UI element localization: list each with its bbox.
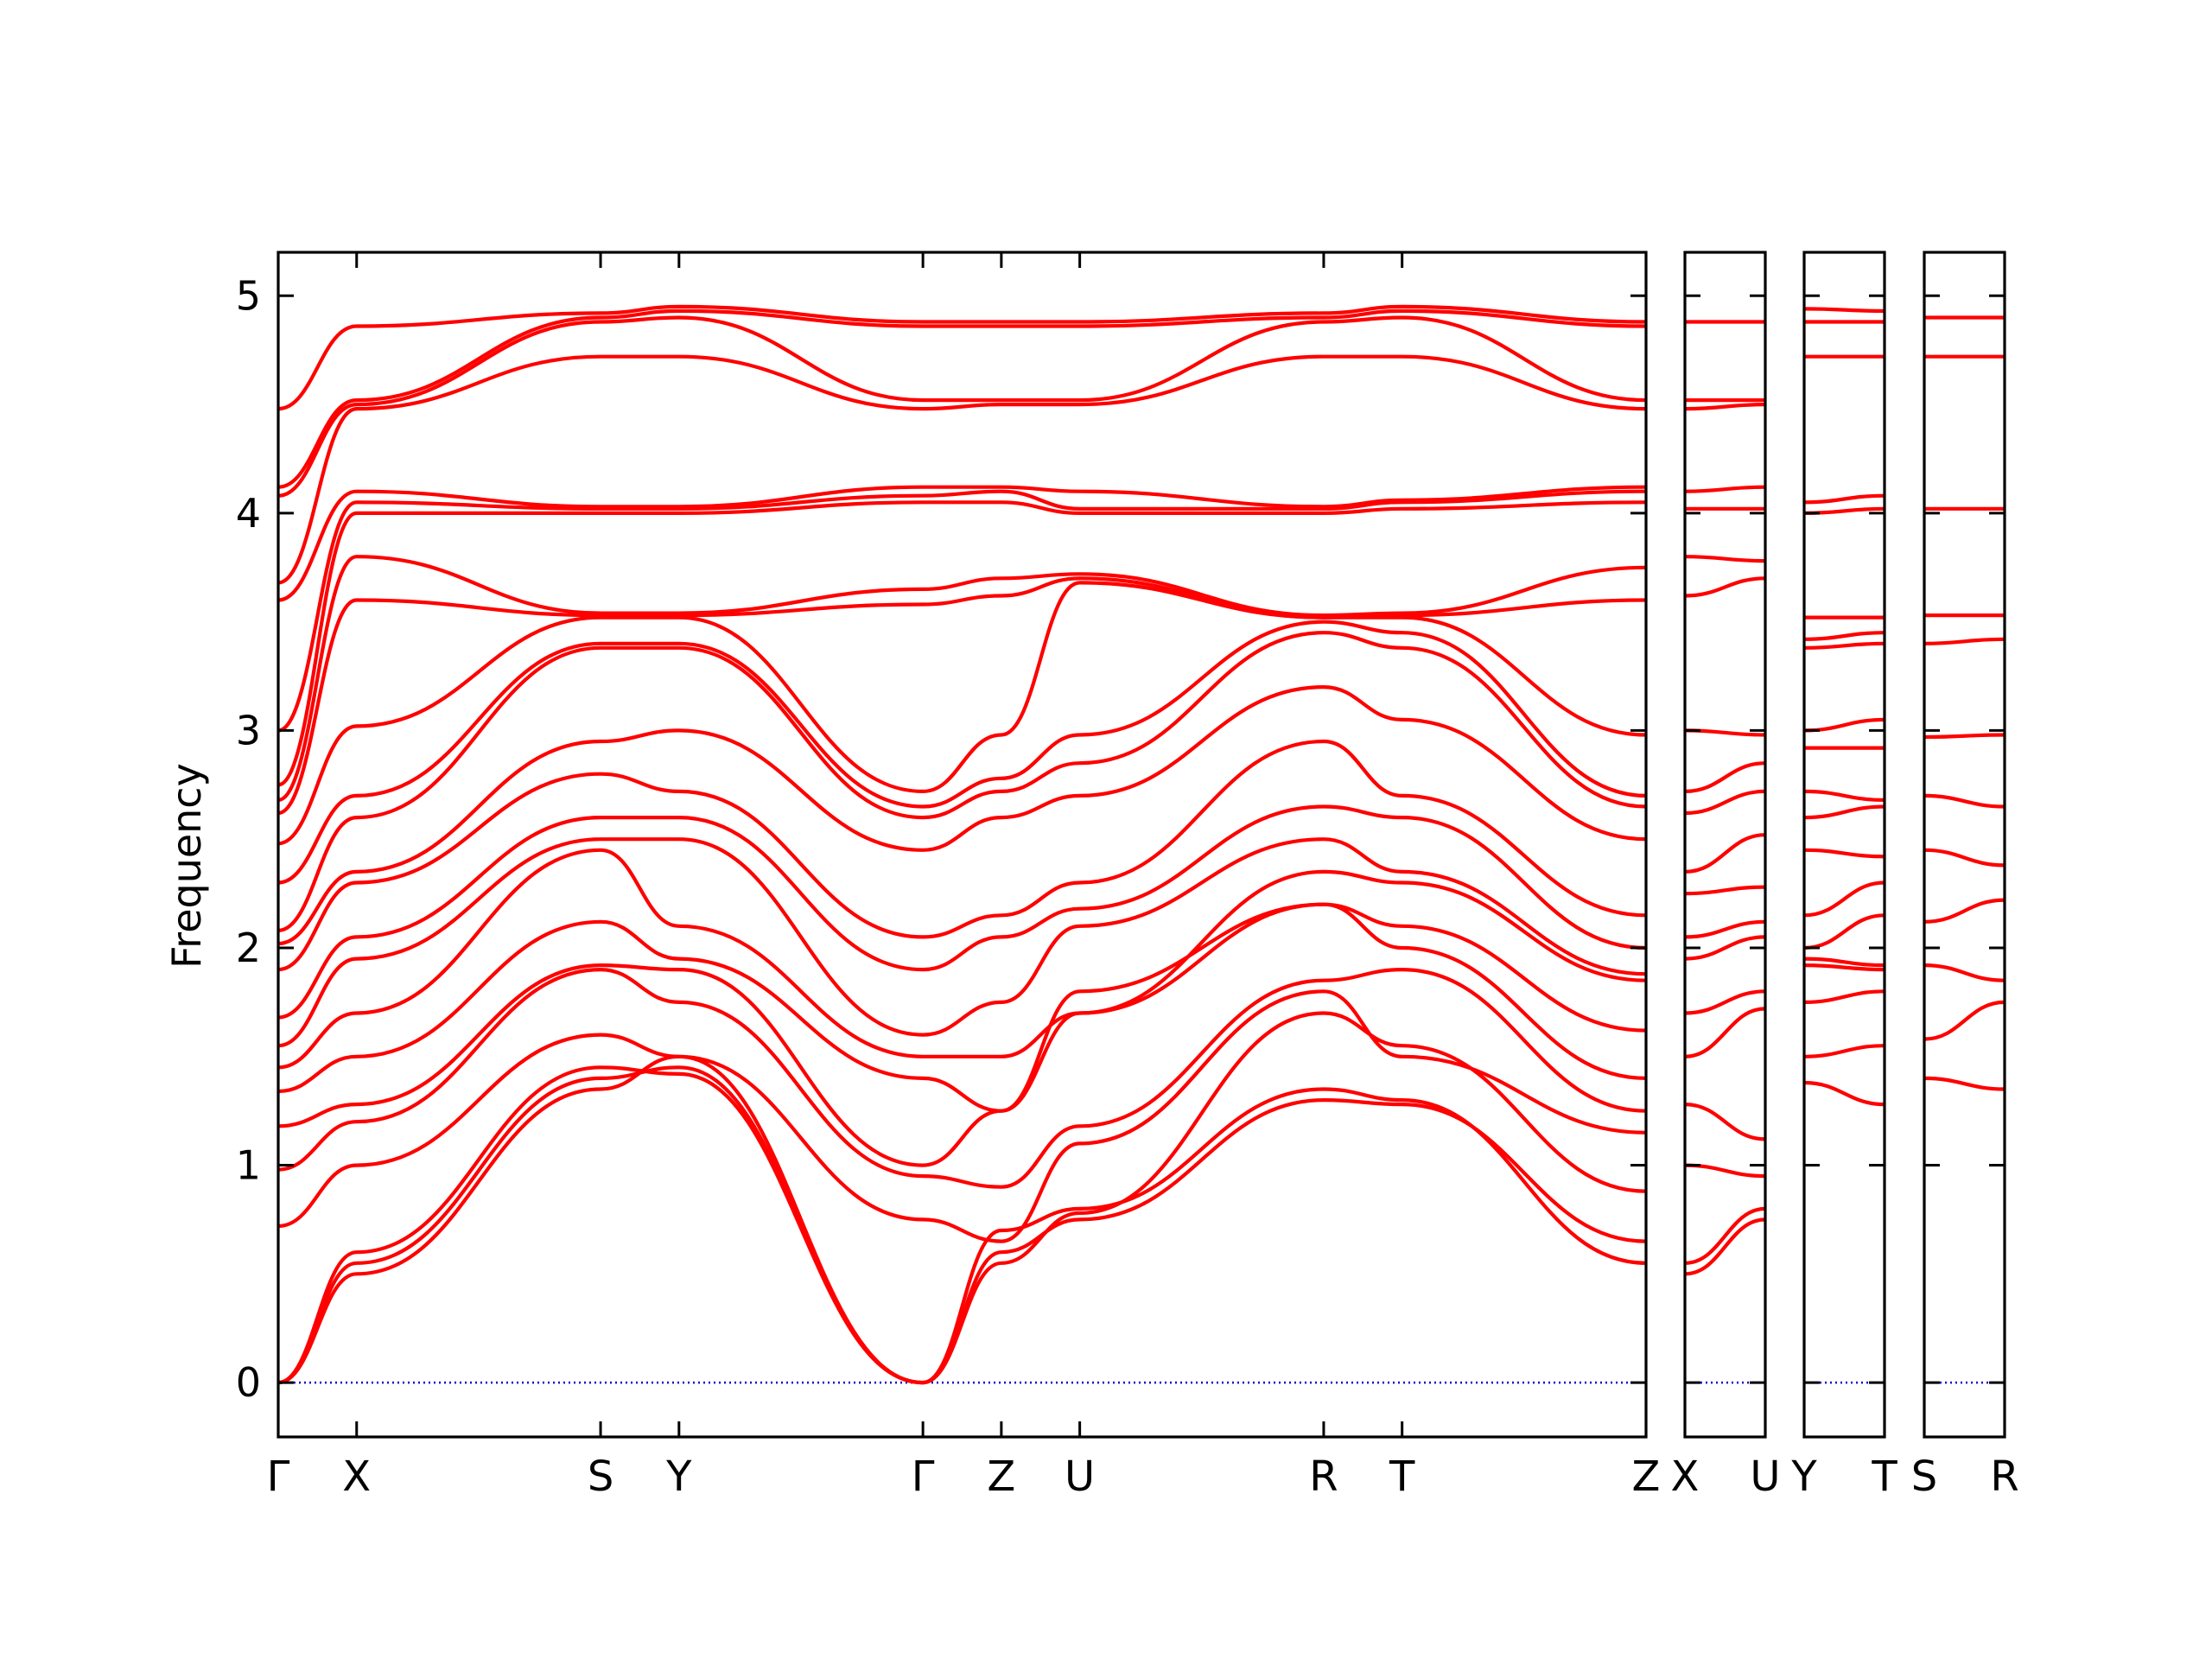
band-xu-6 — [1685, 935, 1765, 961]
bands-xu — [1685, 320, 1765, 1276]
band-yt-0 — [1804, 1080, 1885, 1107]
band-sr-6 — [1924, 733, 2005, 740]
band-xu-9 — [1685, 833, 1765, 874]
band-main-0 — [278, 1054, 1646, 1385]
x-tick-label: Z — [987, 1452, 1015, 1501]
band-main-15 — [278, 576, 1646, 816]
x-tick-label: U — [1750, 1452, 1780, 1501]
band-xu-16 — [1685, 485, 1765, 493]
band-yt-11 — [1804, 717, 1885, 733]
band-yt-19 — [1804, 307, 1885, 313]
band-main-8 — [278, 837, 1646, 1048]
band-main-12 — [278, 631, 1646, 932]
band-xu-4 — [1685, 1007, 1765, 1058]
x-tick-label: Γ — [267, 1452, 290, 1501]
band-main-23 — [278, 304, 1646, 411]
band-sr-2 — [1924, 963, 2005, 982]
band-main-2 — [278, 1011, 1646, 1385]
band-sr-0 — [1924, 1076, 2005, 1091]
band-xu-8 — [1685, 885, 1765, 896]
band-yt-2 — [1804, 989, 1885, 1004]
band-yt-4 — [1804, 957, 1885, 968]
band-main-19 — [278, 485, 1646, 602]
band-main-1 — [278, 1065, 1646, 1385]
band-main-13 — [278, 620, 1646, 885]
band-sr-4 — [1924, 848, 2005, 868]
band-sr-3 — [1924, 898, 2005, 924]
x-tick-label: T — [1389, 1452, 1415, 1501]
x-tick-label: Y — [665, 1452, 692, 1501]
bands-main — [278, 304, 1646, 1385]
band-yt-9 — [1804, 789, 1885, 802]
y-tick-label: 2 — [236, 925, 261, 971]
band-main-7 — [278, 848, 1646, 1070]
band-main-6 — [278, 902, 1646, 1113]
band-xu-2 — [1685, 1163, 1765, 1179]
x-tick-label: Y — [1790, 1452, 1817, 1501]
band-main-9 — [278, 804, 1646, 1020]
panel-frame-xu — [1683, 251, 1767, 1439]
band-yt-1 — [1804, 1044, 1885, 1058]
band-yt-13 — [1804, 631, 1885, 641]
bands-yt — [1804, 307, 1885, 1107]
band-main-17 — [278, 500, 1646, 787]
band-xu-10 — [1685, 789, 1765, 816]
band-yt-7 — [1804, 848, 1885, 859]
x-tick-label: R — [1309, 1452, 1338, 1501]
band-yt-3 — [1804, 963, 1885, 972]
y-tick-label: 4 — [236, 490, 261, 537]
x-tick-label: S — [588, 1452, 613, 1501]
band-xu-0 — [1685, 1217, 1765, 1276]
panel-frame-yt — [1802, 251, 1886, 1439]
band-main-3 — [278, 989, 1646, 1243]
band-sr-7 — [1924, 637, 2005, 645]
band-main-4 — [278, 968, 1646, 1189]
band-yt-12 — [1804, 641, 1885, 650]
band-main-16 — [278, 555, 1646, 802]
band-xu-3 — [1685, 1103, 1765, 1141]
band-xu-14 — [1685, 555, 1765, 563]
band-yt-16 — [1804, 493, 1885, 505]
y-tick-label: 1 — [236, 1142, 261, 1189]
panel-frame-main — [276, 251, 1648, 1439]
x-tick-label: T — [1871, 1452, 1897, 1501]
band-xu-11 — [1685, 761, 1765, 793]
x-tick-label: Γ — [912, 1452, 935, 1501]
x-tick-label: X — [1671, 1452, 1700, 1501]
x-tick-label: X — [342, 1452, 371, 1501]
y-axis-label: Frequency — [163, 763, 210, 969]
bands-sr — [1924, 315, 2005, 1091]
x-tick-label: Z — [1632, 1452, 1661, 1501]
x-tick-label: R — [1990, 1452, 2018, 1501]
band-main-11 — [278, 685, 1646, 946]
y-tick-label: 5 — [236, 272, 261, 319]
y-tick-label: 3 — [236, 707, 261, 753]
band-yt-6 — [1804, 880, 1885, 918]
band-yt-8 — [1804, 804, 1885, 820]
x-tick-label: S — [1911, 1452, 1937, 1501]
band-main-21 — [278, 315, 1646, 498]
band-xu-1 — [1685, 1206, 1765, 1265]
panel-main: 0 1 2 3 4 5 Γ X S Y Γ Z U R T Z — [236, 251, 1661, 1501]
band-xu-5 — [1685, 989, 1765, 1015]
y-tick-label: 0 — [236, 1359, 261, 1406]
band-xu-17 — [1685, 403, 1765, 411]
panel-frame-sr — [1923, 251, 2006, 1439]
band-sr-5 — [1924, 793, 2005, 809]
band-yt-5 — [1804, 913, 1885, 950]
band-main-18 — [278, 489, 1646, 733]
x-tick-label: U — [1065, 1452, 1095, 1501]
band-main-10 — [278, 739, 1646, 972]
band-sr-1 — [1924, 1000, 2005, 1041]
band-main-20 — [278, 354, 1646, 585]
band-main-5 — [278, 902, 1646, 1167]
band-xu-13 — [1685, 576, 1765, 598]
band-main-22 — [278, 308, 1646, 489]
band-xu-7 — [1685, 919, 1765, 939]
